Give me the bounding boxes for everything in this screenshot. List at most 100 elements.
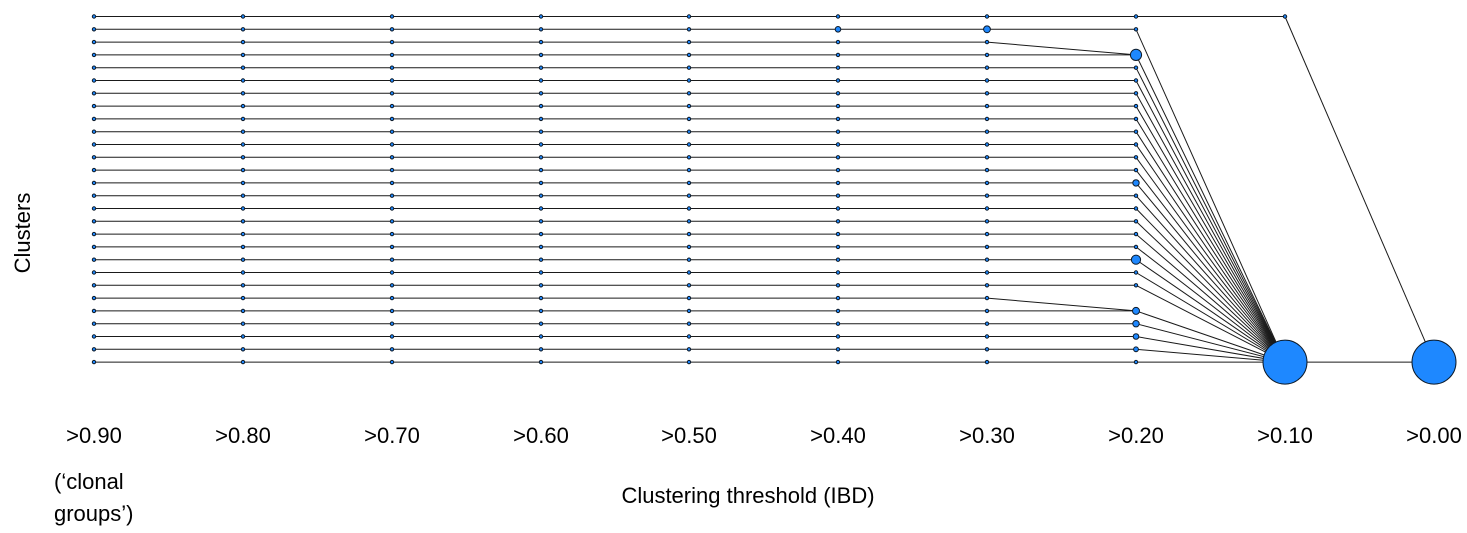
cluster-node	[91, 27, 97, 32]
cluster-node	[91, 167, 97, 173]
cluster-node	[1132, 333, 1140, 340]
cluster-node	[240, 347, 246, 352]
cluster-node	[240, 283, 246, 288]
cluster-node	[240, 142, 246, 147]
cluster-node	[240, 321, 246, 326]
cluster-node	[984, 39, 990, 45]
cluster-node	[538, 39, 544, 45]
cluster-node	[538, 308, 544, 314]
cluster-node	[1133, 193, 1139, 198]
cluster-node	[389, 359, 395, 365]
threshold-label-5: >0.40	[810, 423, 866, 448]
cluster-node	[389, 193, 395, 198]
cluster-node	[686, 91, 692, 96]
cluster-node	[1282, 14, 1288, 19]
cluster-node	[91, 193, 97, 198]
cluster-node	[686, 321, 692, 326]
cluster-node	[389, 244, 395, 250]
cluster-node	[983, 25, 991, 34]
cluster-node	[1133, 283, 1139, 288]
cluster-node	[984, 295, 990, 301]
cluster-node	[984, 321, 990, 326]
cluster-node	[984, 142, 990, 147]
cluster-node	[686, 14, 692, 19]
merge-edge-20-10	[1135, 182, 1286, 363]
cluster-node	[686, 231, 692, 237]
cluster-node	[686, 244, 692, 250]
cluster-node	[984, 231, 990, 237]
cluster-node	[538, 116, 544, 122]
cluster-node	[984, 206, 990, 211]
cluster-node	[91, 219, 97, 224]
cluster-node	[240, 295, 246, 301]
threshold-label-3: >0.60	[513, 423, 569, 448]
cluster-node	[835, 321, 841, 326]
cluster-node	[1133, 116, 1139, 122]
cluster-node	[240, 244, 246, 250]
cluster-node	[91, 347, 97, 352]
threshold-label-6: >0.30	[959, 423, 1015, 448]
cluster-node	[835, 180, 841, 186]
cluster-node	[538, 52, 544, 58]
cluster-node	[538, 91, 544, 96]
cluster-node	[984, 283, 990, 288]
cluster-node	[389, 219, 395, 224]
cluster-node	[240, 91, 246, 96]
cluster-node	[91, 129, 97, 134]
cluster-node	[91, 155, 97, 160]
cluster-node	[835, 142, 841, 147]
cluster-node	[240, 78, 246, 83]
cluster-node	[1133, 142, 1139, 147]
cluster-node	[389, 39, 395, 45]
cluster-node	[835, 359, 841, 365]
merge-edge-20-10	[1135, 323, 1286, 363]
cluster-node	[389, 65, 395, 70]
cluster-node	[984, 270, 990, 275]
merge-edge-20-10	[1135, 105, 1286, 363]
cluster-node	[686, 334, 692, 339]
cluster-node	[389, 295, 395, 301]
cluster-node	[835, 14, 841, 19]
cluster-node	[984, 180, 990, 186]
x-axis-note-line-1: (‘clonal	[54, 469, 124, 494]
cluster-node	[686, 27, 692, 32]
cluster-node	[389, 206, 395, 211]
cluster-node	[984, 359, 990, 365]
cluster-node	[686, 65, 692, 70]
cluster-node	[835, 270, 841, 275]
cluster-node	[91, 78, 97, 83]
cluster-node	[91, 295, 97, 301]
cluster-node	[240, 155, 246, 160]
threshold-label-7: >0.20	[1108, 423, 1164, 448]
cluster-node	[389, 321, 395, 326]
cluster-node	[835, 167, 841, 173]
nodes	[91, 14, 1457, 385]
cluster-node	[984, 167, 990, 173]
cluster-node	[686, 180, 692, 186]
cluster-node	[389, 270, 395, 275]
cluster-node	[91, 65, 97, 70]
cluster-node	[240, 27, 246, 32]
cluster-node	[389, 142, 395, 147]
cluster-node	[984, 257, 990, 262]
cluster-node	[686, 167, 692, 173]
cluster-node	[835, 129, 841, 134]
cluster-node	[91, 231, 97, 237]
cluster-node	[240, 14, 246, 19]
cluster-node	[538, 283, 544, 288]
cluster-node	[91, 91, 97, 96]
cluster-node	[835, 231, 841, 237]
cluster-node	[389, 257, 395, 262]
cluster-node	[538, 103, 544, 109]
cluster-node	[538, 27, 544, 32]
merge-edge-20-10	[1135, 169, 1286, 363]
cluster-node	[538, 359, 544, 365]
cluster-node	[835, 257, 841, 262]
threshold-label-8: >0.10	[1257, 423, 1313, 448]
cluster-node	[1133, 129, 1139, 134]
merge-edge-20-10	[1135, 208, 1286, 363]
merge-edge-20-10	[1135, 310, 1286, 363]
cluster-node	[686, 52, 692, 58]
cluster-node	[240, 180, 246, 186]
cluster-node	[835, 52, 841, 58]
